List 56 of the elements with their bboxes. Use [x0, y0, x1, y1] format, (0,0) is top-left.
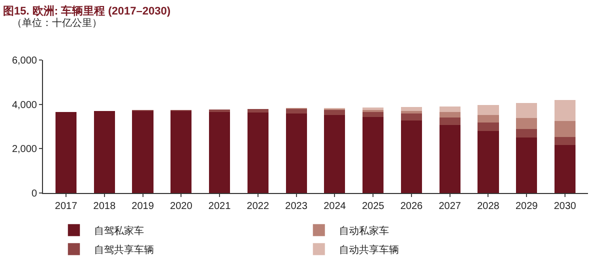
bar — [247, 112, 268, 193]
x-tick-label: 2019 — [132, 201, 154, 212]
bar — [400, 110, 422, 114]
bar — [286, 114, 307, 193]
bar — [439, 124, 460, 193]
bar — [400, 120, 422, 193]
legend-label: 自驾私家车 — [94, 225, 144, 238]
chart-subtitle: （单位：十亿公里） — [12, 17, 102, 29]
bar — [516, 128, 538, 138]
x-tick-label: 2020 — [170, 201, 193, 212]
y-tick-label: 2,000 — [12, 144, 38, 156]
bar — [516, 118, 538, 129]
bar — [400, 106, 422, 111]
y-tick-label: 0 — [31, 188, 38, 200]
x-tick-label: 2022 — [246, 201, 270, 212]
bar — [400, 113, 422, 121]
bar — [554, 120, 576, 138]
bar — [324, 110, 346, 116]
bar — [170, 110, 192, 193]
x-tick-label: 2029 — [515, 201, 538, 212]
bar — [554, 144, 576, 193]
bar — [478, 104, 499, 116]
bar — [478, 122, 499, 131]
legend-label: 自动共享车辆 — [338, 244, 399, 256]
bar — [132, 110, 154, 193]
x-tick-label: 2026 — [400, 201, 424, 212]
x-tick-label: 2028 — [477, 201, 500, 212]
legend-label: 自驾共享车辆 — [94, 244, 154, 256]
x-tick-label: 2023 — [285, 201, 308, 212]
x-tick-label: 2027 — [438, 201, 462, 212]
bar — [94, 111, 115, 193]
x-tick-label: 2017 — [54, 201, 78, 212]
x-tick-label: 2030 — [554, 201, 577, 212]
bar — [286, 108, 307, 114]
x-tick-label: 2024 — [324, 201, 346, 212]
bar — [439, 106, 460, 112]
y-tick-label: 6,000 — [12, 56, 38, 66]
y-tick-label: 4,000 — [12, 100, 38, 111]
bar — [478, 115, 499, 122]
bar — [554, 137, 576, 145]
bar — [516, 102, 538, 118]
bar — [439, 112, 460, 118]
bar — [516, 137, 538, 193]
x-tick-label: 2025 — [362, 201, 385, 212]
bar — [478, 130, 499, 193]
bar — [324, 115, 346, 193]
x-tick-label: 2018 — [93, 201, 116, 212]
bar — [208, 111, 230, 193]
bar — [362, 116, 384, 193]
bar — [439, 117, 460, 125]
bar — [554, 100, 576, 121]
legend-label: 自动私家车 — [338, 225, 389, 238]
bar — [247, 108, 268, 112]
bar — [55, 112, 77, 193]
chart-title: 图15. 欧洲: 车辆里程 (2017–2030) — [3, 4, 171, 18]
x-tick-label: 2021 — [208, 201, 232, 212]
